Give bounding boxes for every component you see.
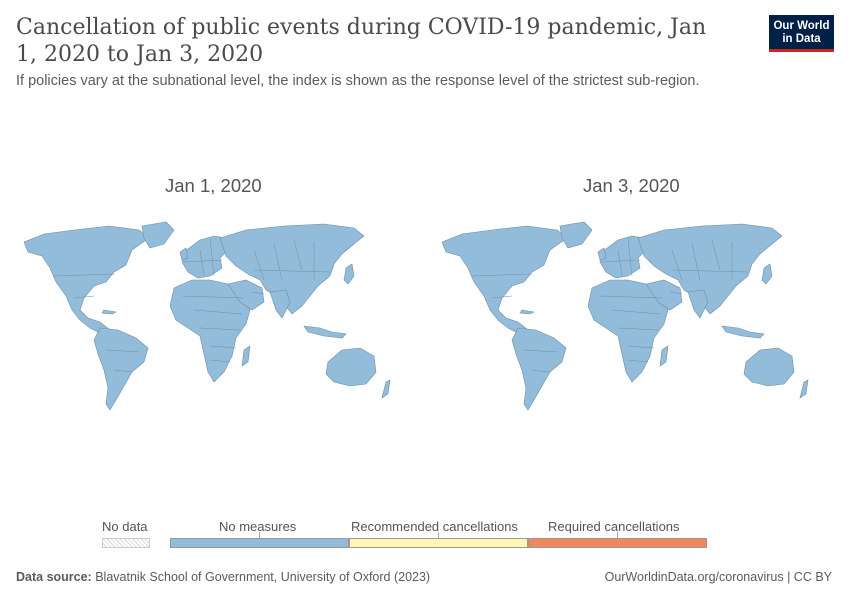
- japan[interactable]: [761, 263, 773, 285]
- logo-line-1: Our World: [773, 20, 830, 32]
- world-map-jan-3[interactable]: [432, 210, 822, 420]
- legend-tick: [438, 532, 439, 538]
- legend-no-measures-label: No measures: [219, 519, 297, 534]
- europe[interactable]: [181, 235, 229, 279]
- madagascar[interactable]: [241, 345, 251, 367]
- chart-title: Cancellation of public events during COV…: [16, 15, 707, 67]
- indonesia[interactable]: [721, 325, 765, 339]
- chart-subtitle: If policies vary at the subnational leve…: [16, 73, 700, 89]
- logo-line-2: in Data: [782, 33, 821, 45]
- world-map-jan-1[interactable]: [14, 210, 404, 420]
- uk[interactable]: [597, 247, 607, 261]
- middle-east[interactable]: [645, 279, 683, 311]
- australia[interactable]: [743, 347, 795, 387]
- australia[interactable]: [325, 347, 377, 387]
- asia[interactable]: [219, 223, 365, 315]
- south-america[interactable]: [93, 327, 149, 411]
- caribbean[interactable]: [519, 309, 535, 315]
- country-borders: [53, 237, 331, 373]
- north-america[interactable]: [23, 225, 150, 335]
- legend-tick: [259, 532, 260, 538]
- legend-required-swatch[interactable]: [528, 538, 707, 548]
- greenland[interactable]: [141, 221, 175, 249]
- europe[interactable]: [599, 235, 647, 279]
- world-landmass: [441, 221, 809, 411]
- north-america[interactable]: [441, 225, 568, 335]
- madagascar[interactable]: [659, 345, 669, 367]
- legend-no-measures-swatch[interactable]: [170, 538, 349, 548]
- caribbean[interactable]: [101, 309, 117, 315]
- data-source: Data source: Blavatnik School of Governm…: [16, 570, 430, 584]
- india[interactable]: [269, 289, 291, 319]
- legend-recommended-label: Recommended cancellations: [351, 519, 518, 534]
- south-america[interactable]: [511, 327, 567, 411]
- map-date-left: Jan 1, 2020: [165, 175, 262, 196]
- world-landmass: [23, 221, 391, 411]
- japan[interactable]: [343, 263, 355, 285]
- legend-tick: [617, 532, 618, 538]
- owid-logo[interactable]: Our World in Data: [769, 15, 834, 52]
- legend-required-label: Required cancellations: [548, 519, 680, 534]
- country-borders: [471, 237, 749, 373]
- middle-east[interactable]: [227, 279, 265, 311]
- source-link[interactable]: OurWorldinData.org/coronavirus | CC BY: [604, 570, 832, 584]
- greenland[interactable]: [559, 221, 593, 249]
- data-source-text: Blavatnik School of Government, Universi…: [95, 570, 431, 584]
- legend-no-data-label: No data: [102, 519, 148, 534]
- data-source-label: Data source:: [16, 570, 92, 584]
- india[interactable]: [687, 289, 709, 319]
- indonesia[interactable]: [303, 325, 347, 339]
- africa[interactable]: [587, 279, 669, 383]
- new-zealand[interactable]: [381, 379, 391, 399]
- new-zealand[interactable]: [799, 379, 809, 399]
- uk[interactable]: [179, 247, 189, 261]
- asia[interactable]: [637, 223, 783, 315]
- legend-recommended-swatch[interactable]: [349, 538, 528, 548]
- map-date-right: Jan 3, 2020: [583, 175, 680, 196]
- africa[interactable]: [169, 279, 251, 383]
- legend-no-data-swatch[interactable]: [102, 538, 150, 548]
